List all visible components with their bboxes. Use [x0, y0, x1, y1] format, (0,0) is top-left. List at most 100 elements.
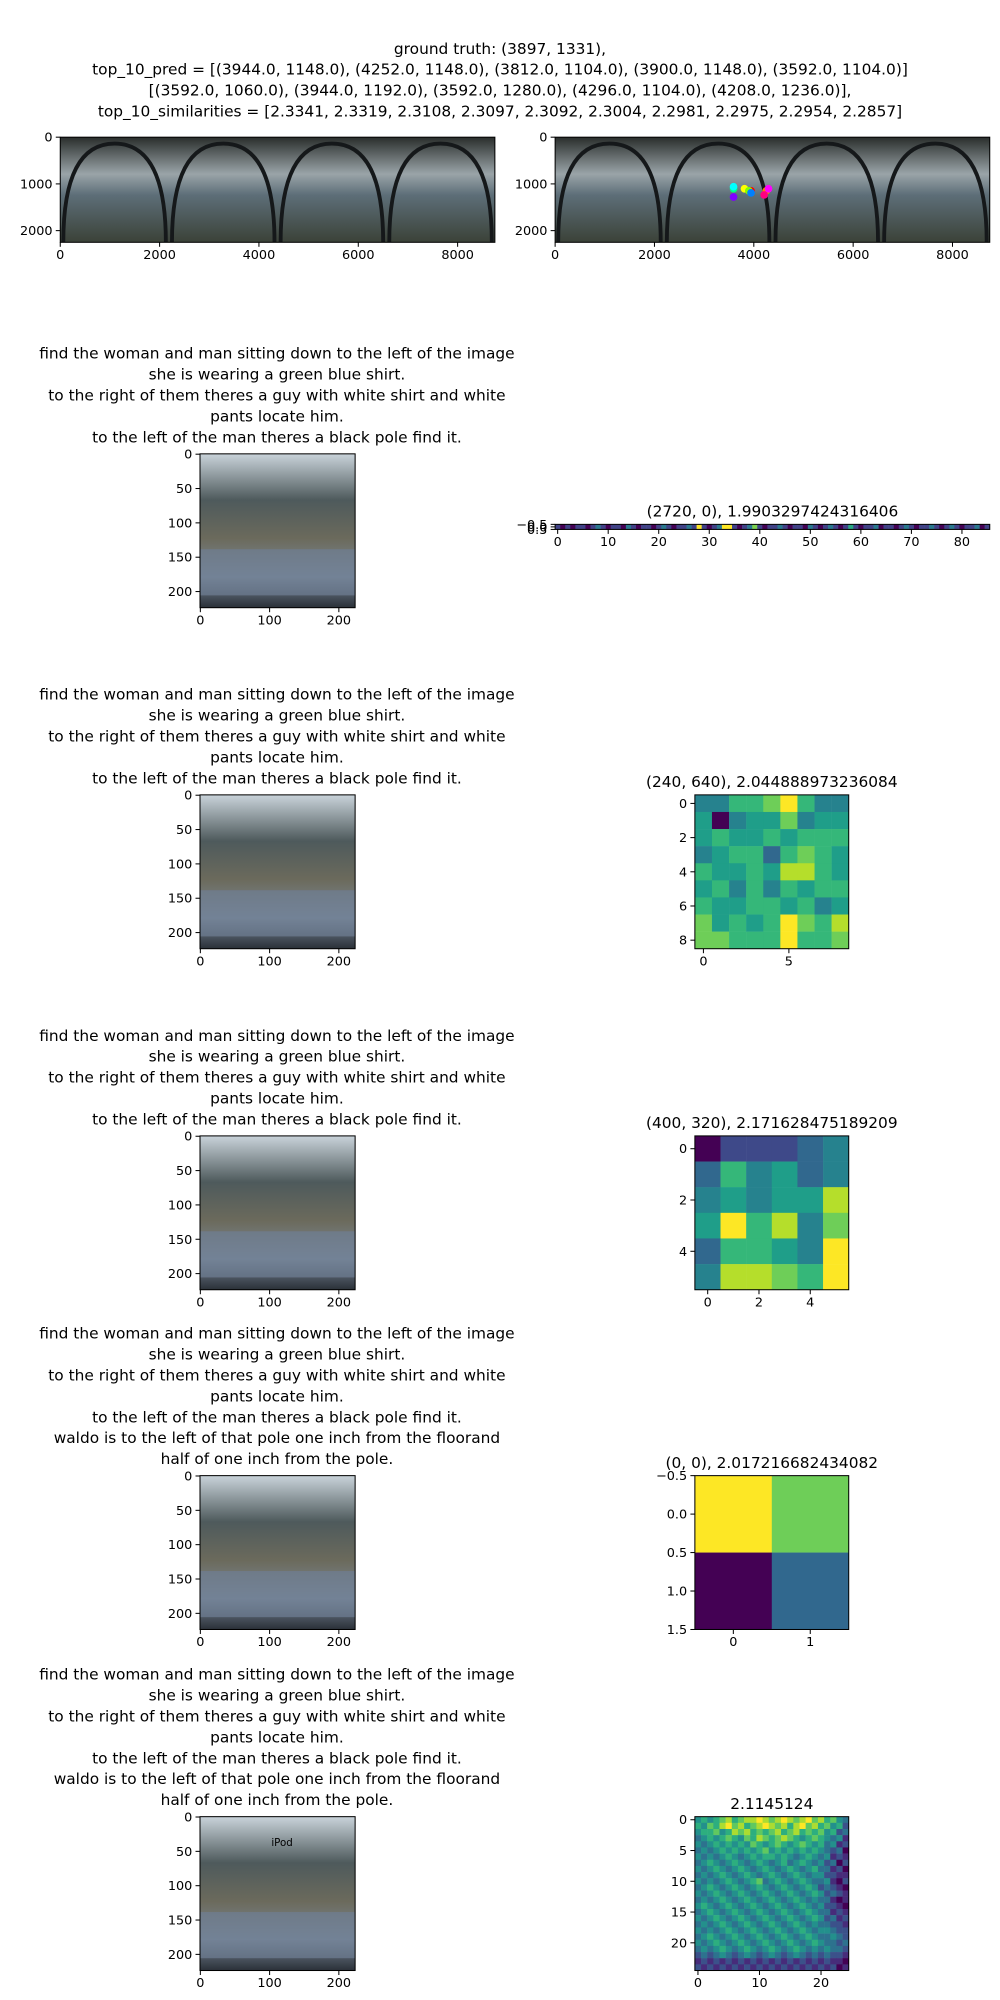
heatmap-cell — [830, 1884, 837, 1891]
crop-floor — [200, 1571, 356, 1618]
heatmap-cell — [756, 1964, 763, 1971]
heatmap-cell — [725, 1872, 733, 1879]
heatmap-cell — [768, 1933, 776, 1940]
heatmap-cell — [797, 829, 815, 847]
heatmap-cell — [756, 1859, 763, 1867]
heatmap-cell — [797, 1238, 824, 1265]
heatmap-cell — [777, 524, 783, 530]
figure-title: top_10_similarities = [2.3341, 2.3319, 2… — [98, 103, 902, 122]
heatmap-cell — [974, 524, 980, 530]
heatmap-cell — [750, 1859, 757, 1867]
heatmap-cell — [763, 863, 781, 881]
x-tick-label: 40 — [752, 535, 768, 550]
heatmap-cell — [762, 1884, 769, 1891]
x-tick-label: 80 — [954, 535, 970, 550]
heatmap-cell — [780, 846, 798, 864]
heatmap-cell — [694, 1828, 702, 1836]
heatmap-cell — [719, 1908, 726, 1916]
caption-line: waldo is to the left of that pole one in… — [54, 1429, 500, 1447]
heatmap-cell — [729, 829, 747, 847]
heatmap-cell — [713, 1921, 720, 1928]
heatmap-cell — [811, 1872, 819, 1879]
heatmap-cell — [888, 524, 894, 530]
heatmap-cell — [762, 1927, 769, 1934]
heatmap-cell — [842, 1958, 849, 1965]
heatmap-cell — [811, 1908, 819, 1916]
heatmap-cell — [842, 1853, 849, 1861]
heatmap-cell — [817, 1884, 825, 1891]
heatmap-cell — [787, 1952, 794, 1959]
heatmap-cell — [737, 1964, 745, 1971]
heatmap-cell — [824, 1865, 831, 1873]
heatmap-cell — [713, 1958, 720, 1965]
heatmap-cell — [771, 1264, 798, 1290]
heatmap-cell — [750, 1890, 757, 1897]
heatmap-cell — [725, 1902, 733, 1910]
heatmap-cell — [746, 1238, 773, 1265]
heatmap-cell — [719, 1878, 726, 1885]
heatmap-cell — [781, 1835, 788, 1842]
heatmap-cell — [565, 524, 571, 530]
heatmap-cell — [746, 1187, 773, 1214]
heatmap-cell — [824, 1927, 831, 1934]
heatmap-cell — [811, 1835, 819, 1842]
heatmap-cell — [824, 1890, 831, 1897]
heatmap-cell — [787, 1822, 794, 1830]
heatmap-cell — [737, 1908, 745, 1916]
heatmap-cell — [793, 1915, 800, 1922]
heatmap-cell — [731, 1822, 739, 1830]
heatmap-cell — [805, 1945, 813, 1953]
heatmap-cell — [737, 1902, 745, 1910]
heatmap-cell — [797, 1187, 824, 1214]
heatmap-cell — [817, 1933, 825, 1940]
heatmap-cell — [575, 524, 581, 530]
heatmap-cell — [830, 1865, 837, 1873]
heatmap-cell — [756, 1853, 763, 1861]
heatmap-cell — [799, 1816, 806, 1824]
heatmap-cell — [762, 1890, 769, 1897]
heatmap-cell — [831, 931, 849, 949]
heatmap-cell — [824, 1884, 831, 1891]
heatmap-cell — [793, 1884, 800, 1891]
heatmap-cell — [762, 1964, 769, 1971]
heatmap-cell — [701, 1890, 708, 1897]
heatmap-cell — [694, 1915, 702, 1922]
heatmap-cell — [929, 524, 935, 530]
heatmap-cell — [750, 1828, 757, 1836]
x-tick-label: 200 — [327, 1295, 351, 1310]
heatmap-cell — [719, 1865, 726, 1873]
heatmap-cell — [694, 1865, 702, 1873]
heatmap-cell — [713, 1952, 720, 1959]
heatmap-cell — [842, 1847, 849, 1854]
heatmap-cell — [762, 1939, 769, 1947]
heatmap-cell — [787, 1915, 794, 1922]
heatmap-cell — [694, 1952, 702, 1959]
heatmap-cell — [716, 524, 723, 530]
heatmap-cell — [797, 931, 815, 949]
heatmap-cell — [694, 1822, 702, 1830]
heatmap-cell — [585, 524, 591, 530]
heatmap-cell — [805, 1884, 813, 1891]
heatmap-cell — [824, 1872, 831, 1879]
heatmap-cell — [713, 1822, 720, 1830]
heatmap-cell — [746, 1161, 773, 1188]
heatmap-cell — [746, 1135, 773, 1162]
heatmap-cell — [707, 1927, 714, 1934]
y-tick-label: 0.5 — [667, 1546, 687, 1561]
heatmap-cell — [830, 1859, 837, 1867]
heatmap-cell — [701, 1908, 708, 1916]
heatmap-cell — [694, 1859, 702, 1867]
heatmap-cell — [774, 1816, 782, 1824]
heatmap-cell — [763, 794, 781, 813]
heatmap-cell — [713, 1890, 720, 1897]
heatmap-cell — [744, 1847, 751, 1854]
heatmap-cell — [823, 1264, 849, 1290]
heatmap-cell — [793, 1952, 800, 1959]
x-tick-label: 0 — [196, 613, 204, 628]
panorama-arch — [278, 141, 386, 243]
heatmap-cell — [908, 524, 915, 530]
heatmap-cell — [799, 1841, 806, 1848]
heatmap-cell — [842, 1921, 849, 1928]
x-tick-label: 20 — [813, 1976, 829, 1991]
heatmap-cell — [731, 1835, 739, 1842]
